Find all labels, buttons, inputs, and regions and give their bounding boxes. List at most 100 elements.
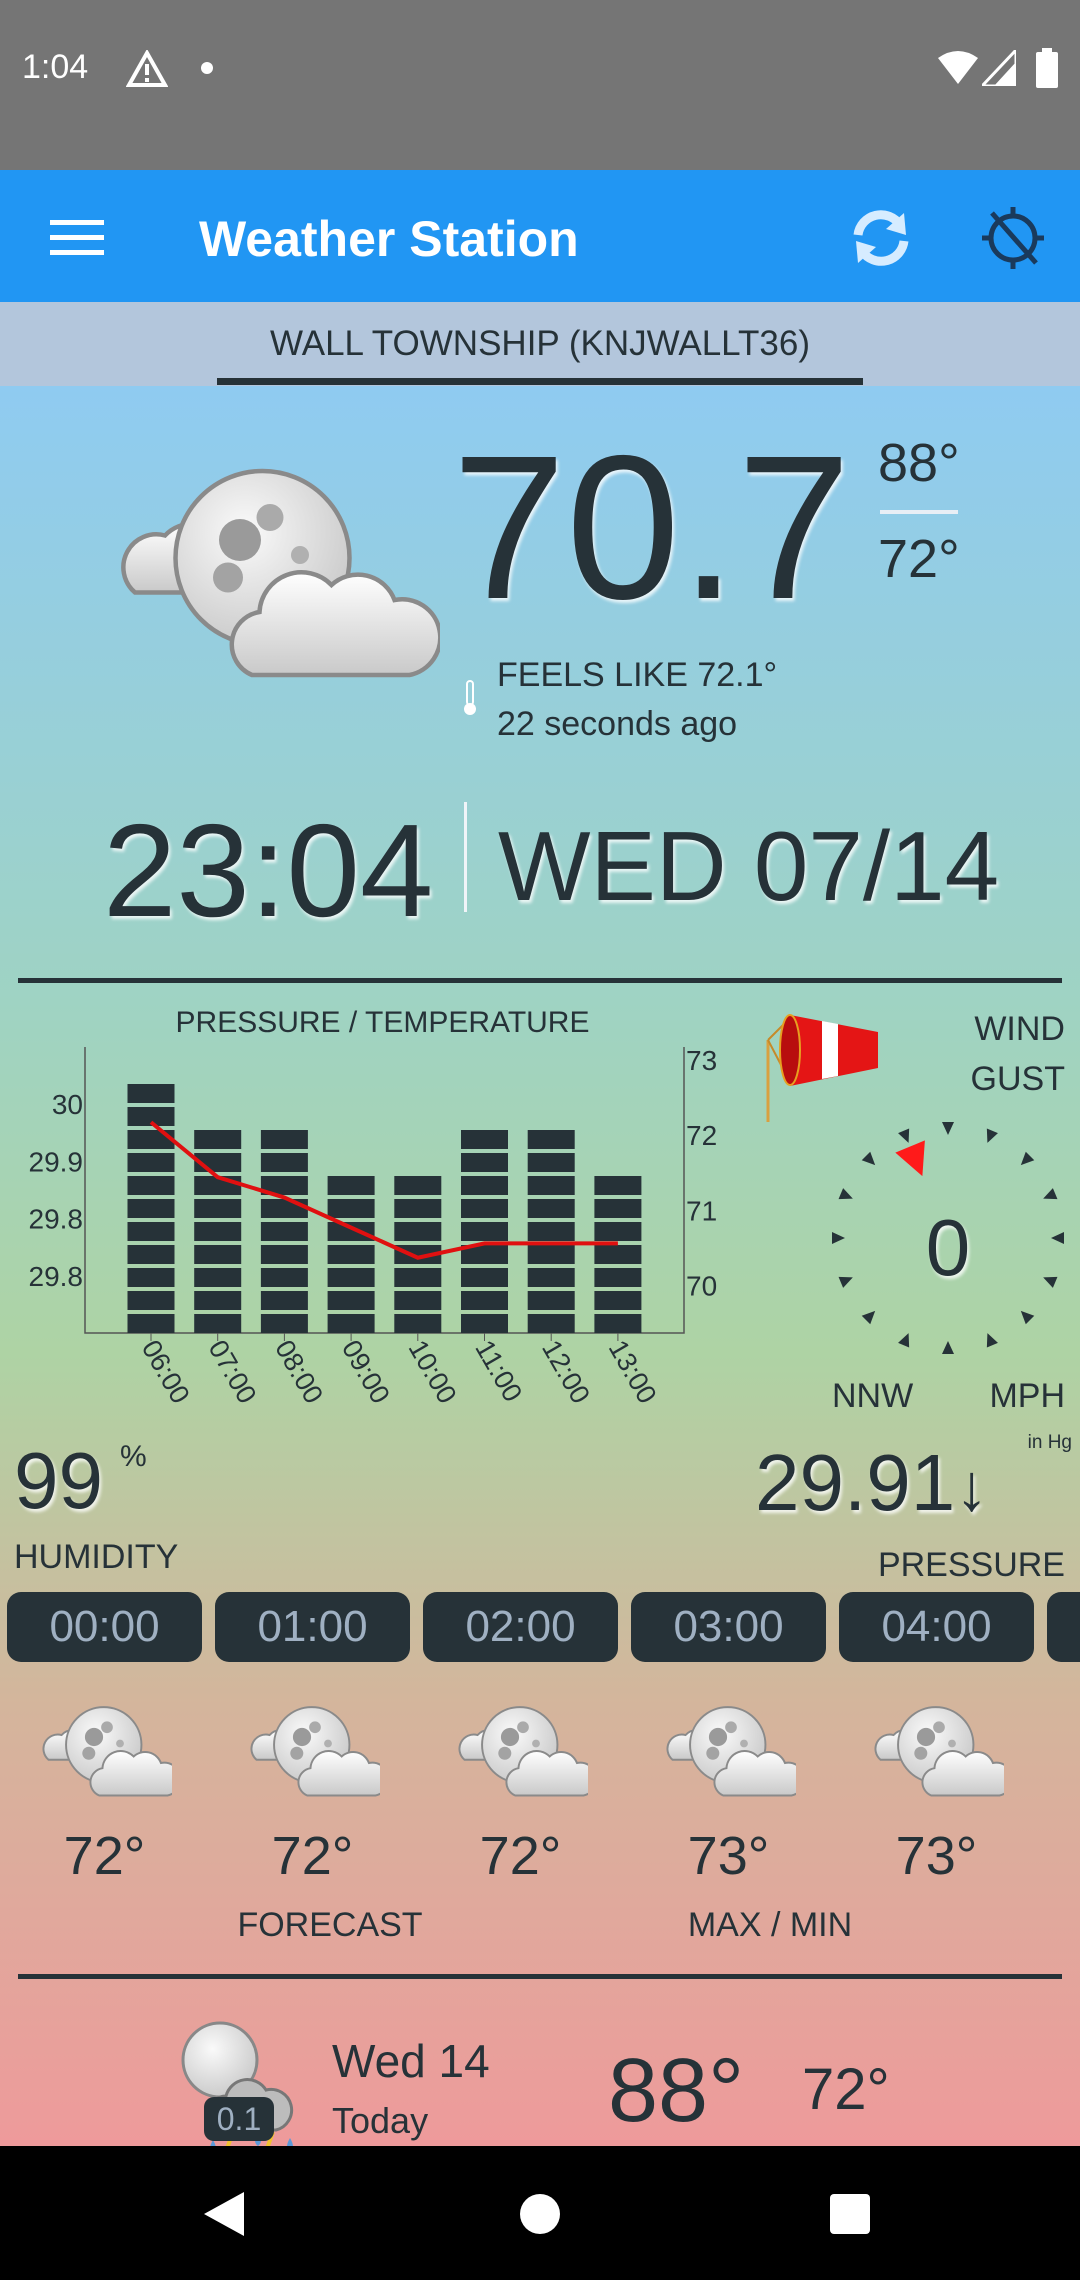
- updated-ago: 22 seconds ago: [497, 705, 738, 743]
- humidity-value: 99: [14, 1436, 103, 1525]
- right-tick-label: 73: [686, 1045, 717, 1076]
- location-tab[interactable]: WALL TOWNSHIP (KNJWALLT36): [269, 324, 811, 363]
- x-tick-label: 11:00: [469, 1335, 528, 1407]
- dial-tick: [986, 1128, 998, 1143]
- hour-temp: 73°: [687, 1826, 770, 1886]
- signal-icon: [982, 50, 1016, 86]
- dial-tick: [1051, 1232, 1064, 1244]
- bar: [194, 1130, 242, 1333]
- current-date: WED 07/14: [498, 811, 1000, 921]
- wifi-icon: [938, 51, 978, 84]
- hour-chip[interactable]: 01:00: [215, 1592, 410, 1662]
- section-divider: [18, 1974, 1062, 1979]
- right-tick-label: 71: [686, 1195, 717, 1226]
- dial-tick: [861, 1310, 876, 1325]
- app-bar: Weather Station: [0, 170, 1080, 302]
- pressure-temperature-chart: PRESSURE / TEMPERATURE 30 29.9 29.8 29.8 73 72…: [29, 1006, 718, 1409]
- pressure-trend-arrow: ↓: [955, 1450, 989, 1524]
- maxmin-label: MAX / MIN: [687, 1906, 853, 1944]
- wind-speed: 0: [925, 1203, 971, 1292]
- wind-label: WIND: [974, 1010, 1065, 1048]
- gust-label: GUST: [970, 1060, 1065, 1098]
- back-icon[interactable]: [204, 2192, 244, 2236]
- x-tick-label: 13:00: [603, 1335, 663, 1409]
- bar: [527, 1130, 575, 1333]
- x-tick-label: 12:00: [536, 1335, 596, 1409]
- bar: [327, 1176, 375, 1333]
- moon-cloudy-icon: [42, 1706, 172, 1797]
- wind-direction-pointer: [895, 1140, 925, 1177]
- chart-axes: [84, 1047, 685, 1334]
- moon-cloudy-icon: [666, 1706, 796, 1797]
- refresh-icon[interactable]: [848, 205, 914, 271]
- x-tick-label: 07:00: [203, 1335, 263, 1409]
- dial-tick: [1043, 1276, 1058, 1288]
- windsock-icon: [766, 1014, 878, 1122]
- moon-cloudy-icon: [458, 1706, 588, 1797]
- dot-icon: [201, 62, 213, 74]
- dial-tick: [832, 1232, 845, 1244]
- bar: [461, 1130, 508, 1333]
- moon-cloudy-icon: [250, 1706, 380, 1797]
- dial-tick: [1020, 1151, 1035, 1166]
- bar: [127, 1084, 175, 1333]
- hour-chip[interactable]: 04:00: [839, 1592, 1034, 1662]
- feels-like: FEELS LIKE 72.1°: [497, 656, 778, 694]
- left-tick-label: 29.8: [29, 1261, 84, 1292]
- bar: [394, 1176, 442, 1333]
- dial-tick: [838, 1188, 853, 1200]
- current-time: 23:04: [103, 797, 434, 944]
- hour-temp: 72°: [479, 1826, 562, 1886]
- battery-icon: [1036, 48, 1058, 88]
- precip-badge: 0.1: [204, 2097, 274, 2141]
- hour-chip[interactable]: 03:00: [631, 1592, 826, 1662]
- left-tick-label: 30: [52, 1089, 83, 1120]
- hour-chip-partial[interactable]: [1047, 1592, 1080, 1662]
- wind-unit: MPH: [989, 1377, 1065, 1415]
- dial-tick: [1043, 1188, 1058, 1200]
- wind-direction: NNW: [832, 1377, 914, 1415]
- bar: [594, 1176, 642, 1333]
- dial-tick: [986, 1333, 998, 1348]
- high-low-divider: [880, 510, 958, 514]
- hour-temp: 73°: [895, 1826, 978, 1886]
- main-content: [0, 386, 1080, 2146]
- app-title: Weather Station: [199, 211, 579, 267]
- day-sub: Today: [332, 2100, 429, 2141]
- section-divider: [18, 978, 1062, 983]
- thermometer-icon: [464, 680, 476, 715]
- hamburger-menu-icon[interactable]: [50, 220, 104, 256]
- hour-temp: 72°: [63, 1826, 146, 1886]
- x-tick-label: 06:00: [136, 1335, 196, 1409]
- humidity-label: HUMIDITY: [14, 1538, 179, 1576]
- dial-tick: [1020, 1310, 1035, 1325]
- dial-tick: [898, 1128, 910, 1143]
- day-low: 72°: [802, 2057, 890, 2122]
- location-tab-bar: WALL TOWNSHIP (KNJWALLT36): [0, 302, 1080, 386]
- navigation-bar: [0, 2146, 1080, 2280]
- status-bar: 1:04: [0, 0, 1080, 170]
- right-tick-label: 72: [686, 1120, 717, 1151]
- current-temperature: 70.7: [452, 413, 851, 642]
- x-tick-label: 09:00: [336, 1335, 396, 1409]
- left-tick-label: 29.8: [29, 1204, 84, 1235]
- bar: [260, 1130, 308, 1333]
- daily-row[interactable]: 0.1 Wed 14 Today 88° 72°: [0, 1990, 1080, 2146]
- hour-chip[interactable]: 02:00: [423, 1592, 618, 1662]
- x-tick-label: 10:00: [403, 1335, 463, 1409]
- dial-tick: [898, 1333, 910, 1348]
- hour-chip[interactable]: 00:00: [7, 1592, 202, 1662]
- recents-icon[interactable]: [830, 2194, 870, 2234]
- time-date-divider: [464, 802, 467, 912]
- wind-direction-dial: [832, 1122, 1064, 1354]
- hour-temp: 72°: [271, 1826, 354, 1886]
- gps-off-icon[interactable]: [980, 205, 1046, 271]
- home-icon[interactable]: [520, 2194, 560, 2234]
- high-temp: 88°: [878, 433, 960, 493]
- moon-cloudy-icon: [874, 1706, 1004, 1797]
- right-tick-label: 70: [686, 1271, 717, 1302]
- pressure-reading: 29.91↓: [755, 1437, 988, 1529]
- humidity-unit: %: [120, 1440, 147, 1473]
- forecast-label: FORECAST: [237, 1906, 423, 1944]
- temperature-line: [149, 1120, 618, 1260]
